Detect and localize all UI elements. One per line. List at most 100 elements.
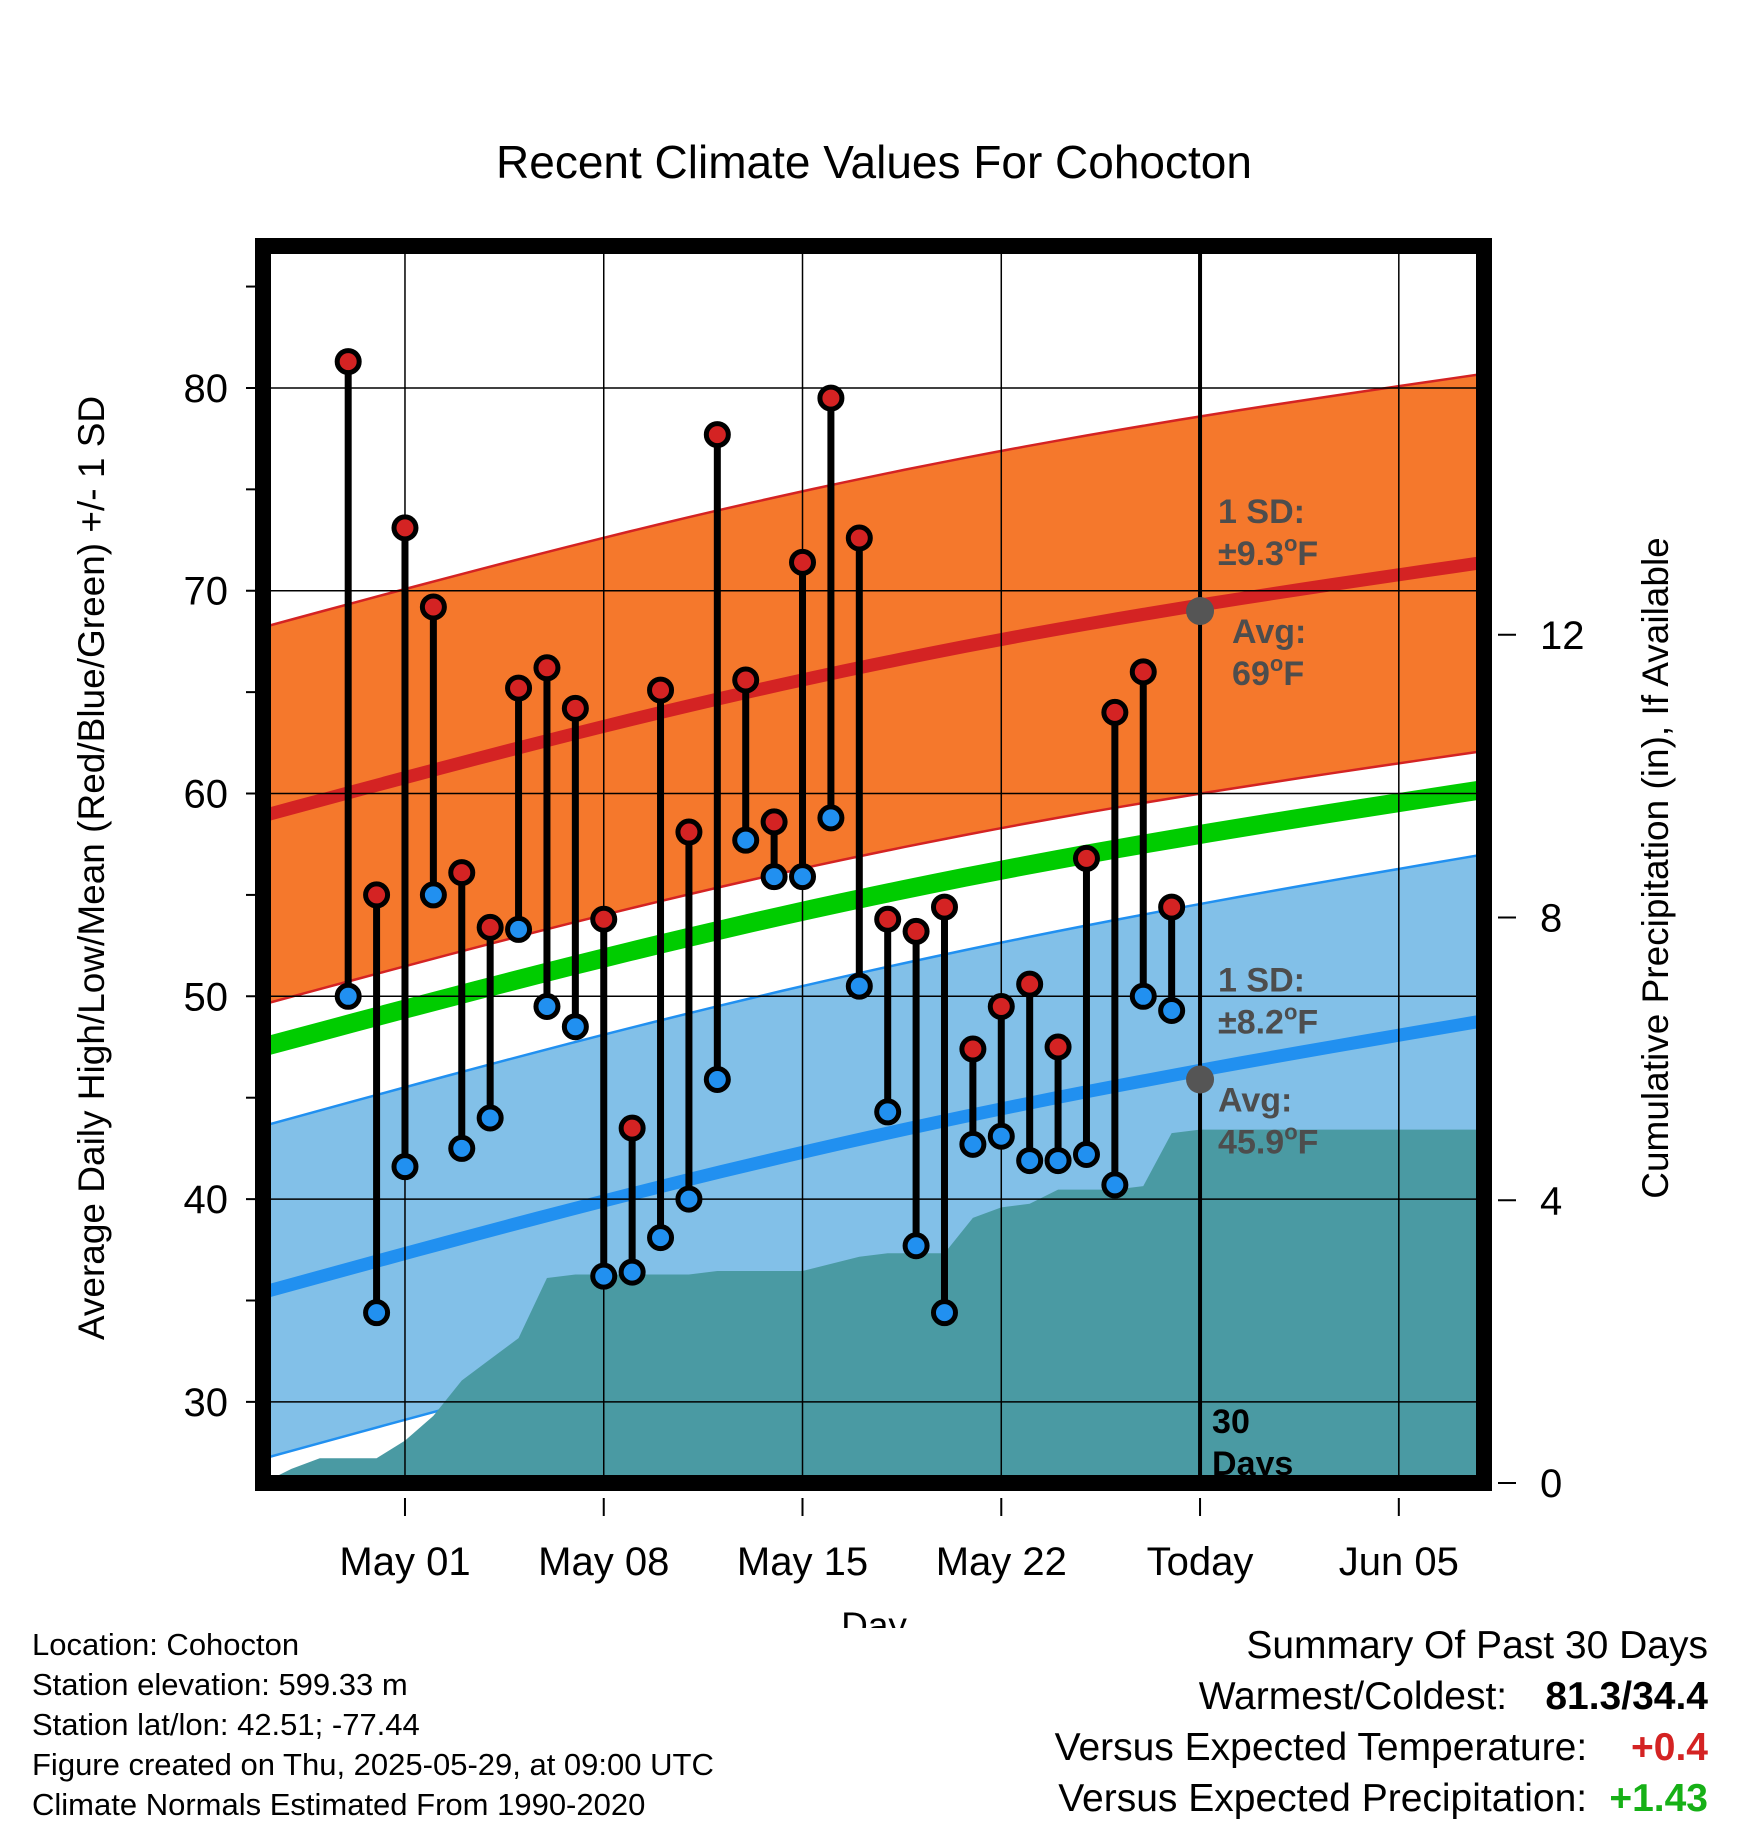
high-temp-point (448, 859, 476, 887)
high-sd-value: ±9.3oF (1218, 531, 1318, 573)
low-temp-point (675, 1185, 703, 1213)
low-avg-value: 45.9oF (1218, 1119, 1318, 1161)
low-temp-point (902, 1232, 930, 1260)
y-tick-label: 30 (184, 1381, 229, 1425)
temp-row: Versus Expected Temperature: +0.4 (1055, 1722, 1708, 1773)
x-tick-label: May 22 (936, 1540, 1067, 1584)
high-temp-point (1101, 698, 1129, 726)
x-tick-label: May 08 (538, 1540, 669, 1584)
low-temp-point (1158, 997, 1186, 1025)
low-temp-point (987, 1122, 1015, 1150)
precip-label: Versus Expected Precipitation: (1058, 1777, 1588, 1820)
low-temp-point (391, 1153, 419, 1181)
plot-frame (255, 238, 1492, 1491)
low-temp-point (334, 982, 362, 1010)
low-temp-point (732, 826, 760, 854)
mean-normal-line (263, 780, 1484, 1057)
y2-tick-label: 4 (1540, 1179, 1562, 1223)
low-temp-point (1072, 1140, 1100, 1168)
low-temp-point (760, 863, 788, 891)
high-temp-point (959, 1035, 987, 1063)
warm-cold-value: 81.3/34.4 (1545, 1675, 1708, 1718)
low-avg-today-dot (1186, 1065, 1215, 1094)
y-tick-label: 70 (184, 570, 229, 614)
high-temp-point (1044, 1033, 1072, 1061)
days-count-label: 30 (1212, 1403, 1250, 1441)
low-temp-point (1044, 1147, 1072, 1175)
low-temp-point (618, 1258, 646, 1286)
low-temp-point (448, 1134, 476, 1162)
low-temp-point (476, 1104, 504, 1132)
summary-title: Summary Of Past 30 Days (1246, 1624, 1708, 1667)
y2-axis-label: Cumulative Precipitation (in), If Availa… (1635, 537, 1676, 1199)
high-temp-point (533, 654, 561, 682)
elevation-text: Station elevation: 599.33 m (32, 1667, 408, 1702)
station-info: Location: Cohocton Station elevation: 59… (32, 1625, 714, 1825)
x-tick-label: Today (1147, 1540, 1254, 1584)
high-temp-point (618, 1114, 646, 1142)
high-temp-point (647, 676, 675, 704)
high-sd-band (263, 372, 1484, 1006)
high-temp-point (1072, 844, 1100, 872)
low-temp-point (590, 1262, 618, 1290)
precip-value: +1.43 (1609, 1777, 1708, 1820)
low-temp-point (959, 1130, 987, 1158)
low-temp-point (817, 804, 845, 832)
low-temp-point (703, 1065, 731, 1093)
high-temp-point (703, 421, 731, 449)
low-temp-point (845, 972, 873, 1000)
high-temp-point (675, 818, 703, 846)
high-temp-point (732, 666, 760, 694)
high-avg-label: Avg: (1232, 613, 1306, 651)
y2-tick-label: 0 (1540, 1462, 1562, 1506)
low-sd-value: ±8.2oF (1218, 999, 1318, 1041)
climate-chart: Recent Climate Values For Cohocton Avera… (71, 136, 1676, 1628)
x-axis-label: Day (841, 1605, 907, 1628)
high-avg-value: 69oF (1232, 651, 1304, 693)
warm-cold-label: Warmest/Coldest: (1198, 1675, 1508, 1718)
low-temp-point (561, 1013, 589, 1041)
high-temp-point (845, 524, 873, 552)
high-normal-line (263, 555, 1484, 823)
low-temp-point (647, 1224, 675, 1252)
low-avg-label: Avg: (1218, 1081, 1292, 1119)
high-temp-point (561, 694, 589, 722)
high-temp-point (505, 674, 533, 702)
summary-panel: Summary Of Past 30 Days Warmest/Coldest:… (1055, 1620, 1708, 1824)
latlon-text: Station lat/lon: 42.51; -77.44 (32, 1707, 420, 1742)
normals-text: Climate Normals Estimated From 1990-2020 (32, 1787, 646, 1822)
temp-label: Versus Expected Temperature: (1054, 1726, 1588, 1769)
high-temp-point (760, 808, 788, 836)
low-temp-point (789, 863, 817, 891)
high-temp-point (930, 893, 958, 921)
high-temp-point (987, 992, 1015, 1020)
low-sd-label: 1 SD: (1218, 961, 1305, 999)
warm-cold-row: Warmest/Coldest: 81.3/34.4 (1055, 1671, 1708, 1722)
low-temp-point (1101, 1171, 1129, 1199)
high-temp-point (1129, 658, 1157, 686)
y2-tick-label: 8 (1540, 897, 1562, 941)
chart-title: Recent Climate Values For Cohocton (496, 136, 1252, 188)
precip-row: Versus Expected Precipitation: +1.43 (1055, 1773, 1708, 1824)
high-temp-point (902, 917, 930, 945)
low-temp-point (874, 1098, 902, 1126)
low-temp-point (533, 992, 561, 1020)
high-temp-point (419, 593, 447, 621)
low-temp-point (363, 1299, 391, 1327)
high-sd-label: 1 SD: (1218, 493, 1305, 531)
y-tick-label: 40 (184, 1178, 229, 1222)
low-temp-point (1016, 1147, 1044, 1175)
y-tick-label: 80 (184, 367, 229, 411)
high-temp-point (817, 384, 845, 412)
y-tick-label: 60 (184, 773, 229, 817)
high-temp-point (391, 514, 419, 542)
high-temp-point (1158, 893, 1186, 921)
x-tick-label: May 15 (737, 1540, 868, 1584)
high-temp-point (363, 881, 391, 909)
low-temp-point (419, 881, 447, 909)
low-temp-point (1129, 982, 1157, 1010)
high-temp-point (1016, 970, 1044, 998)
y-axis-label: Average Daily High/Low/Mean (Red/Blue/Gr… (71, 396, 112, 1340)
location-text: Location: Cohocton (32, 1627, 300, 1662)
